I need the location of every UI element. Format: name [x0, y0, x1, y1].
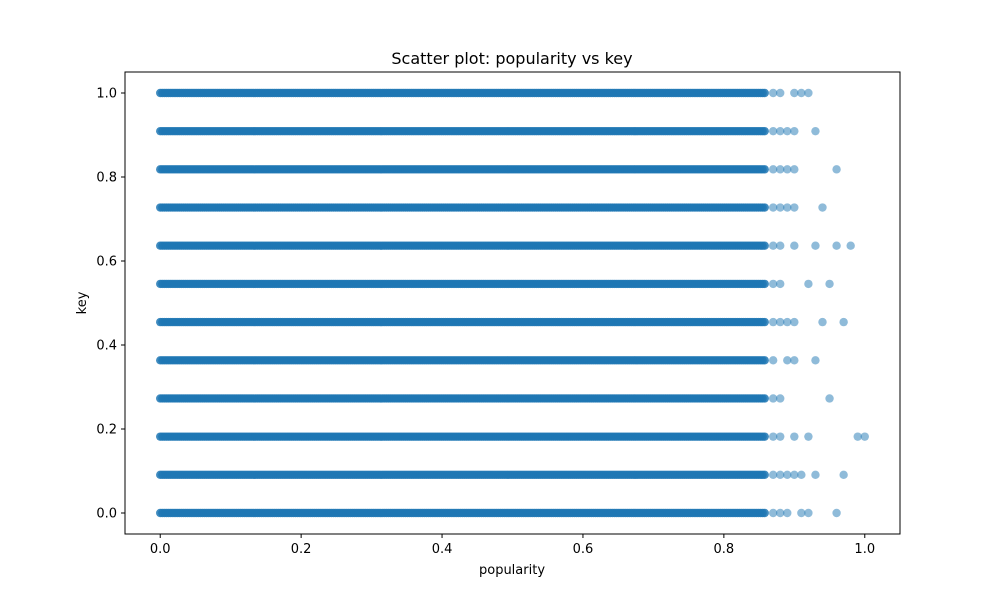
outlier-point [776, 432, 785, 441]
outlier-point [768, 126, 778, 136]
outlier-point [839, 470, 848, 480]
outlier-point [797, 88, 806, 98]
outlier-point [776, 508, 785, 518]
data-points [156, 88, 869, 518]
outlier-point [804, 279, 813, 289]
outlier-point [783, 508, 792, 518]
data-point [760, 356, 769, 365]
outlier-point [811, 126, 820, 136]
outlier-point [804, 88, 813, 98]
data-point [760, 241, 769, 250]
outlier-point [768, 470, 778, 480]
data-point [760, 279, 769, 289]
x-tick-label: 0.4 [432, 542, 453, 557]
y-tick-label: 0.4 [96, 339, 117, 354]
outlier-point [783, 165, 792, 174]
data-point [760, 394, 769, 403]
outlier-point [776, 241, 785, 250]
x-tick-label: 0.6 [573, 542, 594, 557]
outlier-point [811, 470, 820, 480]
outlier-point [790, 126, 799, 136]
outlier-point [804, 508, 813, 518]
outlier-point [846, 241, 855, 250]
data-point [760, 88, 769, 98]
data-point [760, 317, 769, 327]
x-tick-label: 1.0 [854, 542, 875, 557]
y-tick-label: 1.0 [96, 87, 117, 102]
outlier-point [776, 88, 785, 98]
x-tick-label: 0.0 [150, 542, 171, 557]
x-axis-label: popularity [479, 563, 545, 578]
outlier-point [797, 508, 806, 518]
outlier-point [768, 508, 778, 518]
outlier-point [832, 508, 841, 518]
outlier-point [818, 317, 827, 327]
outlier-point [768, 203, 778, 212]
outlier-point [790, 241, 799, 250]
outlier-point [776, 165, 785, 174]
outlier-point [790, 432, 799, 441]
outlier-point [790, 317, 799, 327]
data-point [760, 126, 769, 136]
x-tick-label: 0.2 [291, 542, 312, 557]
outlier-point [860, 432, 869, 441]
outlier-point [768, 432, 778, 441]
outlier-point [783, 317, 792, 327]
data-point [760, 203, 769, 212]
outlier-point [818, 203, 827, 212]
outlier-point [768, 165, 778, 174]
outlier-point [768, 356, 778, 365]
outlier-point [790, 88, 799, 98]
outlier-point [804, 432, 813, 441]
y-tick-label: 0.0 [96, 507, 117, 522]
outlier-point [776, 470, 785, 480]
outlier-point [768, 241, 778, 250]
outlier-point [783, 356, 792, 365]
y-tick-label: 0.2 [96, 423, 117, 438]
x-axis: 0.0 0.2 0.4 0.6 0.8 1.0 [150, 534, 875, 557]
outlier-point [783, 470, 792, 480]
outlier-point [783, 126, 792, 136]
outlier-point [811, 241, 820, 250]
outlier-point [768, 279, 778, 289]
outlier-point [811, 356, 820, 365]
y-tick-label: 0.8 [96, 171, 117, 186]
outlier-point [797, 470, 806, 480]
outlier-point [832, 241, 841, 250]
data-point [760, 470, 769, 480]
plot-frame [124, 71, 901, 535]
outlier-point [783, 203, 792, 212]
y-axis-label: key [75, 291, 90, 314]
outlier-point [768, 88, 778, 98]
data-point [760, 432, 769, 441]
chart-title: Scatter plot: popularity vs key [391, 49, 632, 68]
outlier-point [776, 317, 785, 327]
outlier-point [790, 470, 799, 480]
outlier-point [776, 203, 785, 212]
x-tick-label: 0.8 [714, 542, 735, 557]
data-point [760, 165, 769, 174]
outlier-point [768, 394, 778, 403]
outlier-point [839, 317, 848, 327]
outlier-point [825, 394, 834, 403]
y-axis: 0.0 0.2 0.4 0.6 0.8 1.0 [96, 87, 125, 522]
outlier-point [790, 356, 799, 365]
outlier-point [853, 432, 862, 441]
outlier-point [790, 165, 799, 174]
y-tick-label: 0.6 [96, 255, 117, 270]
data-point [760, 508, 769, 518]
outlier-point [776, 279, 785, 289]
outlier-point [832, 165, 841, 174]
outlier-point [776, 126, 785, 136]
outlier-point [790, 203, 799, 212]
outlier-point [776, 394, 785, 403]
outlier-point [825, 279, 834, 289]
outlier-point [768, 317, 778, 327]
